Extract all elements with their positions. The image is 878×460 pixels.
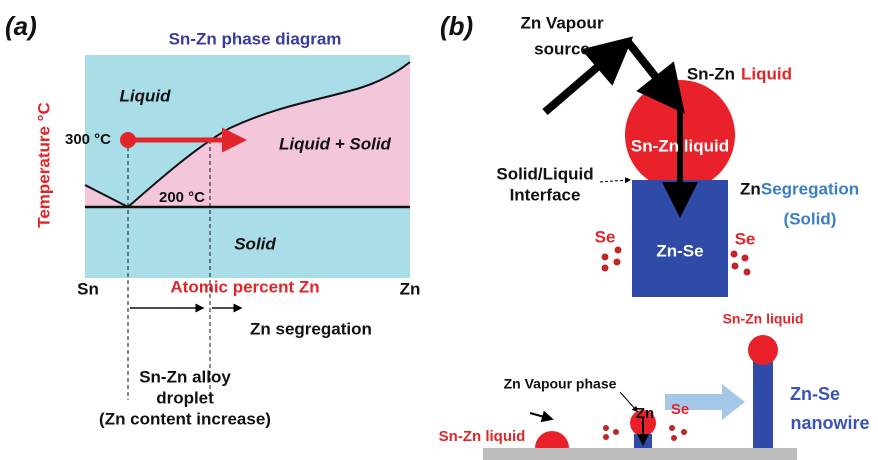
- substrate: [483, 448, 797, 460]
- label: (Solid): [784, 209, 837, 228]
- x-start: Sn: [77, 279, 99, 298]
- label: Solid/Liquid: [496, 164, 593, 183]
- arrow: [620, 392, 636, 410]
- label: Segregation: [761, 179, 859, 198]
- region-label: Solid: [234, 234, 276, 253]
- panel-label: (a): [5, 11, 37, 41]
- red-dot: [120, 132, 136, 148]
- label: Zn-Se: [790, 384, 840, 404]
- label: Zn-Se: [656, 241, 703, 260]
- droplet: [535, 431, 569, 448]
- arrow: [628, 42, 670, 95]
- arrow: [600, 180, 628, 182]
- figure: (a) Sn-Zn phase diagram Temperature °C L…: [0, 0, 878, 460]
- label: Zn: [740, 179, 761, 198]
- title: Sn-Zn phase diagram: [169, 29, 342, 48]
- droplet: [748, 335, 778, 365]
- arrow: [530, 413, 548, 418]
- page: {"panel_a": {"label": "(a)", "title": "S…: [0, 0, 878, 460]
- label: Sn-Zn: [687, 64, 735, 83]
- temp-label: 200 °C: [159, 189, 205, 206]
- label: Zn: [636, 405, 654, 422]
- annotation: droplet: [156, 388, 214, 407]
- label: Zn Vapour phase: [504, 376, 617, 392]
- label: Se: [595, 227, 616, 246]
- annotation: (Zn content increase): [99, 409, 271, 428]
- label: Zn Vapour: [520, 13, 604, 32]
- nanowire: [753, 355, 773, 448]
- label: Se: [671, 401, 689, 418]
- label: Sn-Zn liquid: [723, 311, 804, 327]
- arrow: [545, 52, 615, 112]
- label: Se: [735, 229, 756, 248]
- annotation: Zn segregation: [250, 319, 372, 338]
- label: nanowire: [790, 413, 869, 433]
- label: source: [534, 39, 590, 58]
- body: (a) Sn-Zn phase diagram Temperature °C L…: [0, 0, 878, 460]
- panel-label: (b): [440, 11, 473, 41]
- annotation: Sn-Zn alloy: [139, 367, 231, 386]
- label: Sn-Zn liquid: [439, 428, 526, 445]
- region-label: Liquid: [120, 86, 172, 105]
- x-axis-label: Atomic percent Zn: [170, 277, 319, 296]
- x-end: Zn: [400, 279, 421, 298]
- region-label: Liquid + Solid: [279, 134, 392, 153]
- label: Liquid: [741, 64, 792, 83]
- label: Interface: [510, 185, 581, 204]
- temp-label: 300 °C: [65, 131, 111, 148]
- label: Sn-Zn liquid: [631, 136, 729, 155]
- y-axis-label: Temperature °C: [34, 102, 53, 228]
